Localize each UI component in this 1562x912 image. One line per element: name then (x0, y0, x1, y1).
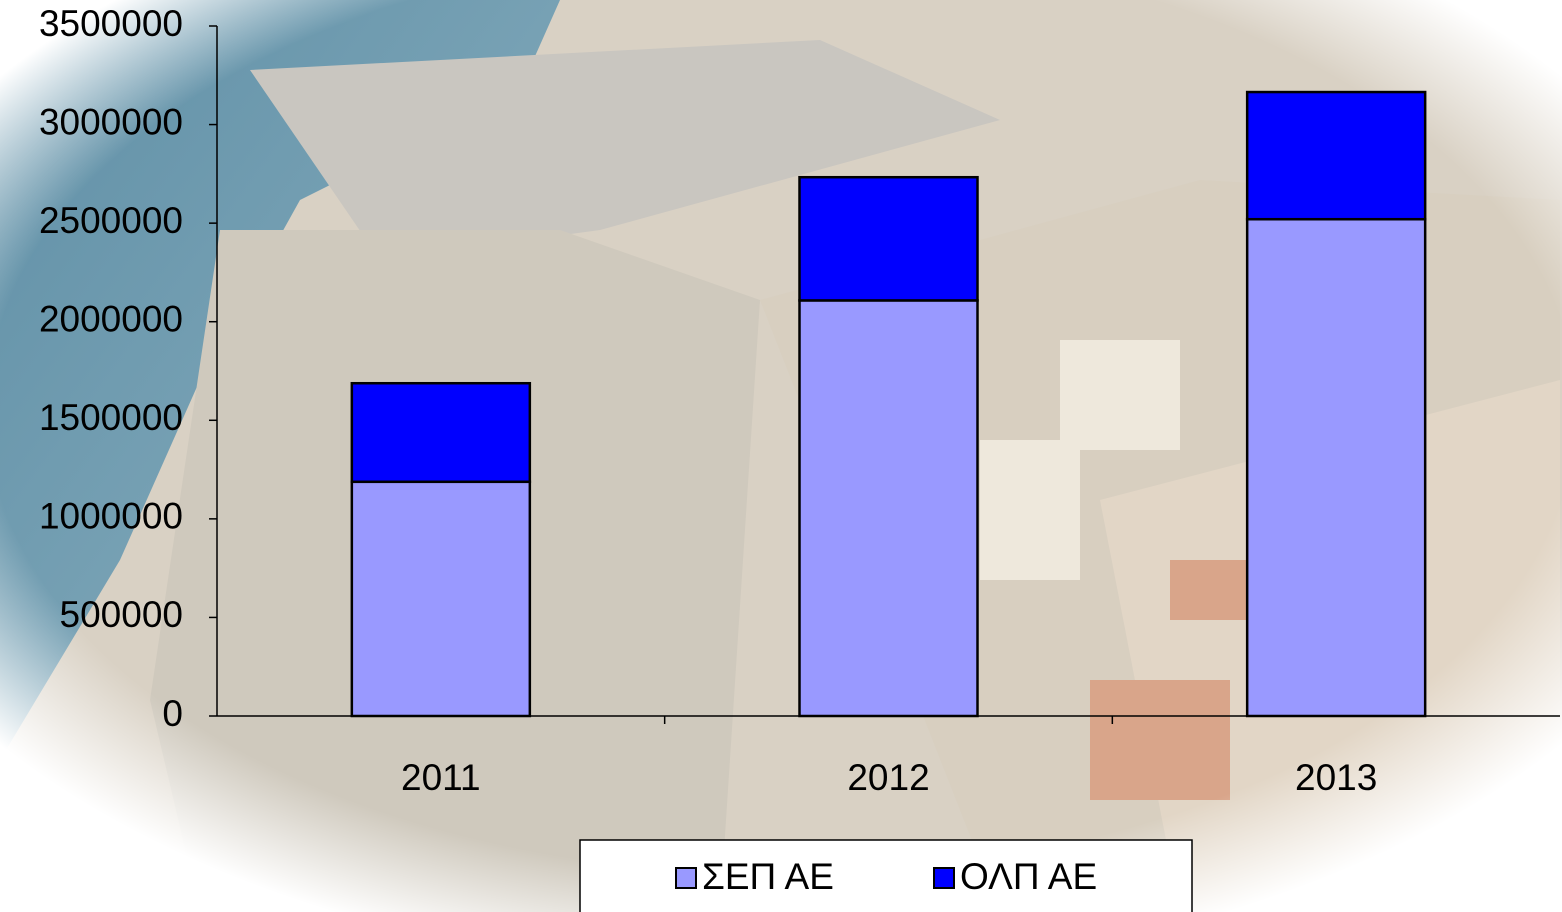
bar-segment (350, 381, 532, 484)
y-tick-label: 1500000 (39, 397, 183, 438)
legend: ΣΕΠ ΑΕ ΟΛΠ ΑΕ (579, 839, 1193, 912)
legend-box (579, 839, 1193, 912)
bar-segment (1245, 90, 1427, 221)
bar-segment (1245, 217, 1427, 718)
x-tick-label: 2011 (401, 757, 481, 798)
y-tick-label: 1000000 (39, 496, 183, 537)
bar-segment (350, 480, 532, 718)
legend-swatch (675, 867, 697, 889)
y-tick-label: 0 (162, 693, 183, 734)
y-tick-label: 500000 (60, 594, 183, 635)
y-tick-label: 2000000 (39, 298, 183, 339)
legend-label: ΣΕΠ ΑΕ (702, 856, 834, 897)
x-tick-label: 2012 (847, 757, 929, 798)
bar-segment (798, 299, 979, 718)
y-tick-label: 3500000 (39, 3, 183, 44)
legend-swatch (933, 867, 955, 889)
y-tick-label: 3000000 (39, 101, 183, 142)
y-tick-label: 2500000 (39, 200, 183, 241)
bar-segment (798, 175, 979, 302)
legend-label: ΟΛΠ ΑΕ (960, 856, 1097, 897)
x-tick-label: 2013 (1295, 757, 1377, 798)
